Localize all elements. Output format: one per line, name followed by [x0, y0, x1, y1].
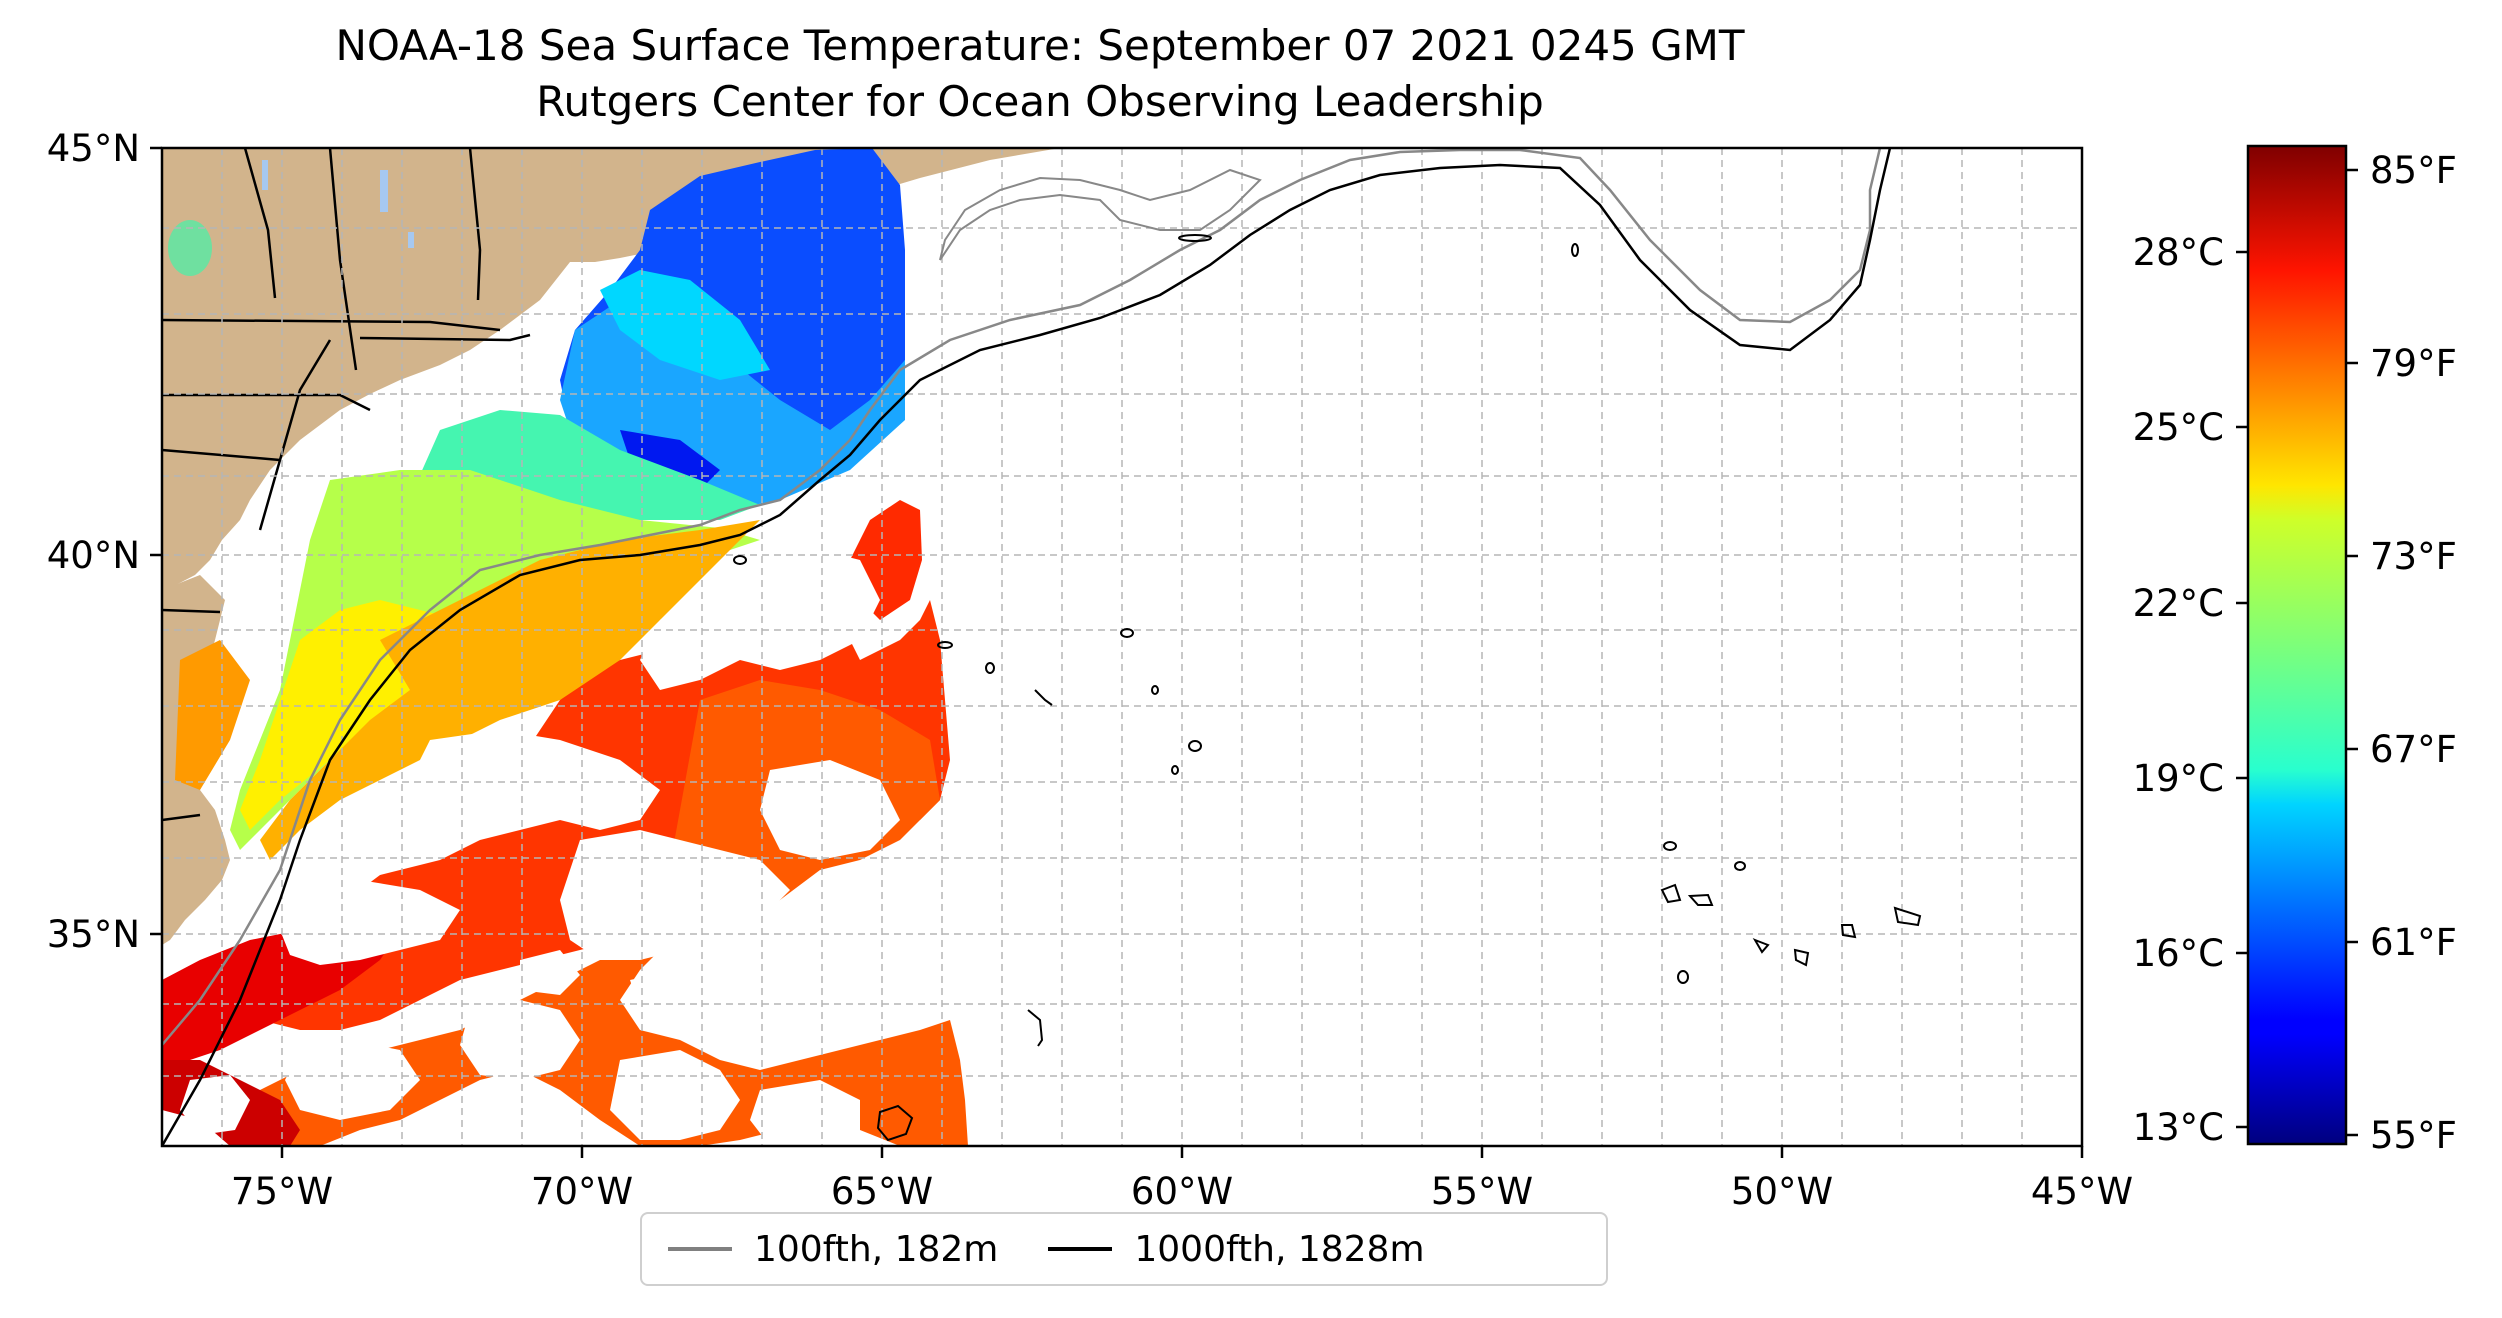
legend-label-1000fth: 1000fth, 1828m	[1134, 1228, 1425, 1270]
title-line-2: Rutgers Center for Ocean Observing Leade…	[536, 77, 1544, 126]
colorbar-c-label: 25°C	[2133, 406, 2224, 449]
isobath-1000fth-line	[162, 148, 1892, 1146]
isobath-100fth-line	[162, 148, 1882, 1046]
lon-label: 65°W	[831, 1170, 933, 1213]
colorbar-f-label: 61°F	[2370, 921, 2457, 964]
legend-item-100fth: 100fth, 182m	[668, 1229, 998, 1270]
colorbar-gradient	[2246, 144, 2348, 1146]
map-frame	[160, 146, 2084, 1148]
legend-item-1000fth: 1000fth, 1828m	[1048, 1228, 1425, 1270]
isobath-100fth-grand-banks	[939, 168, 1262, 261]
lat-label: 45°N	[47, 127, 140, 170]
latitude-labels: 45°N 40°N 35°N	[47, 127, 140, 956]
axis-ticks	[150, 146, 2084, 1158]
isobath-legend: 100fth, 182m 1000fth, 1828m	[640, 1212, 1608, 1286]
legend-label-100fth: 100fth, 182m	[754, 1228, 999, 1270]
lon-label: 55°W	[1431, 1170, 1533, 1213]
gridlines	[162, 148, 2082, 1146]
legend-swatch-1000fth	[1048, 1247, 1113, 1251]
lon-label: 60°W	[1131, 1170, 1233, 1213]
lat-label: 35°N	[47, 913, 140, 956]
map-area	[162, 148, 2082, 1146]
colorbar-c-label: 19°C	[2133, 757, 2224, 800]
lon-label: 50°W	[1731, 1170, 1833, 1213]
legend-swatch-100fth	[668, 1247, 732, 1251]
longitude-labels: 75°W 70°W 65°W 60°W 55°W 50°W 45°W	[231, 1170, 2133, 1213]
state-borders	[162, 148, 531, 822]
land-mass	[162, 148, 1060, 590]
colorbar-f-label: 67°F	[2370, 728, 2457, 771]
colorbar-c-label: 22°C	[2133, 582, 2224, 625]
land-lower	[162, 575, 230, 945]
lon-label: 45°W	[2031, 1170, 2133, 1213]
map-title: NOAA-18 Sea Surface Temperature: Septemb…	[0, 18, 2080, 130]
lakes	[168, 160, 414, 276]
lat-label: 40°N	[47, 534, 140, 577]
colorbar: 85°F 79°F 73°F 67°F 61°F 55°F 28°C 25°C …	[2133, 144, 2457, 1157]
lon-label: 70°W	[531, 1170, 633, 1213]
colorbar-f-label: 73°F	[2370, 535, 2457, 578]
colorbar-f-label: 79°F	[2370, 342, 2457, 385]
colorbar-f-label: 55°F	[2370, 1114, 2457, 1157]
seamount-outlines	[733, 234, 1922, 1142]
colorbar-c-label: 16°C	[2133, 932, 2224, 975]
title-line-1: NOAA-18 Sea Surface Temperature: Septemb…	[335, 21, 1745, 70]
colorbar-c-label: 13°C	[2133, 1106, 2224, 1149]
colorbar-f-label: 85°F	[2370, 149, 2457, 192]
cloud-mask	[162, 545, 900, 1146]
colorbar-c-label: 28°C	[2133, 231, 2224, 274]
lon-label: 75°W	[231, 1170, 333, 1213]
